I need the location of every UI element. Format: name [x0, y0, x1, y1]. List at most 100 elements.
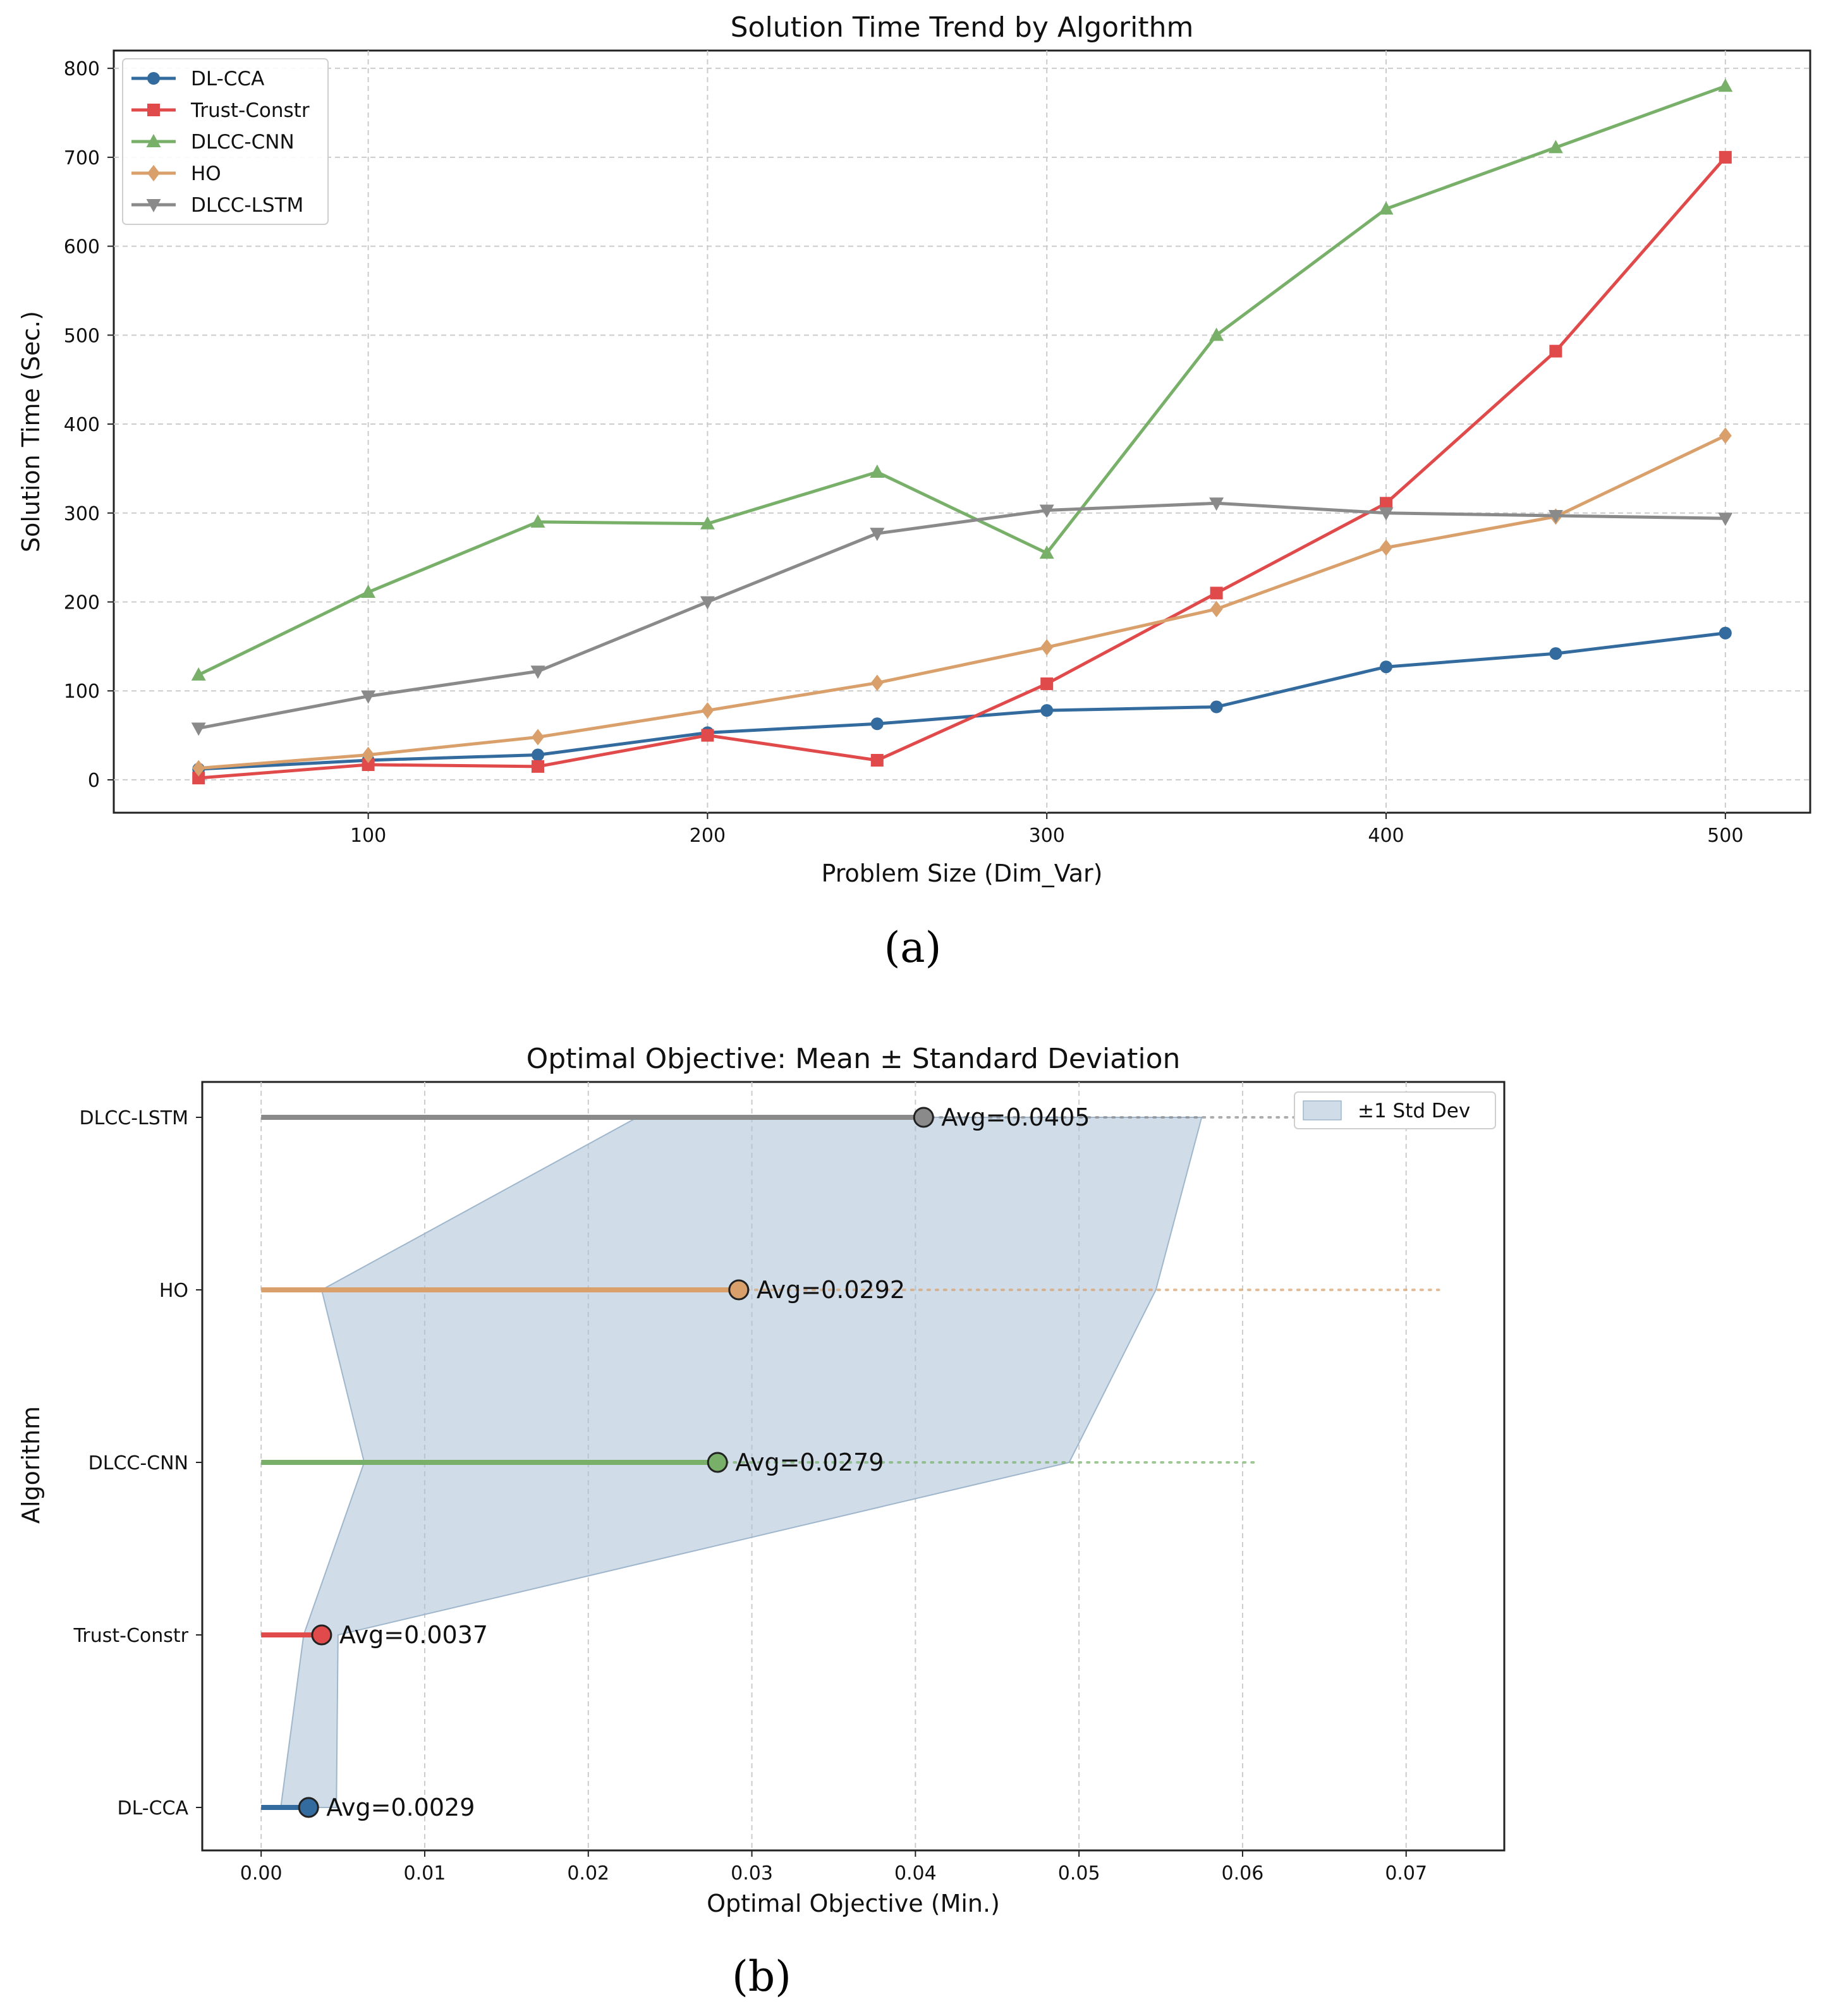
y-tick-label: 500	[64, 325, 100, 347]
data-point-ho	[1040, 639, 1054, 656]
legend-marker-ho	[147, 165, 160, 181]
chart-b: Avg=0.0029 Avg=0.0037 Avg=0.0279 Avg=0.0292…	[17, 1043, 1506, 2001]
x-tick-label: 100	[350, 825, 386, 847]
data-point-ho	[1380, 539, 1392, 556]
chart-b-title: Optimal Objective: Mean ± Standard Devia…	[526, 1043, 1181, 1075]
legend-marker-trust-constr	[147, 104, 160, 116]
chart-a-y-axis-label: Solution Time (Sec.)	[17, 311, 45, 552]
legend-frame	[122, 58, 329, 225]
mean-label-dl-cca: Avg=0.0029	[326, 1794, 475, 1821]
x-tick-label: 0.04	[894, 1862, 937, 1885]
data-point-trust-constr	[1549, 344, 1562, 358]
legend-frame	[1294, 1091, 1496, 1129]
chart-a: 100 200 300 400 500 0 100 200 300 400 500 600 700 800…	[17, 11, 1811, 972]
data-point-dlcc-lstm	[1718, 513, 1733, 526]
data-point-trust-constr	[701, 729, 714, 742]
data-point-dlcc-cnn	[1379, 201, 1394, 215]
data-point-dl-cca	[1719, 626, 1732, 640]
chart-b-ticks: 0.00 0.01 0.02 0.03 0.04 0.05 0.06 0.07 DL-CCA Tr…	[73, 1107, 1427, 1885]
legend-label-ho: HO	[191, 162, 221, 185]
caption-b: (b)	[732, 1952, 791, 2001]
data-point-ho	[701, 702, 714, 719]
legend-label-std-dev: ±1 Std Dev	[1358, 1100, 1470, 1122]
x-tick-label: 500	[1707, 825, 1743, 847]
data-point-trust-constr	[1380, 497, 1392, 510]
chart-a-legend: DL-CCA Trust-Constr DLCC-CNN HO DLCC-LSTM	[122, 58, 329, 225]
data-point-dlcc-lstm	[1379, 507, 1394, 521]
y-tick-label: 700	[64, 147, 100, 169]
caption-a: (a)	[884, 923, 942, 972]
y-tick-label: 400	[64, 414, 100, 436]
mean-label-ho: Avg=0.0292	[757, 1276, 905, 1304]
x-tick-label: 0.02	[567, 1862, 609, 1885]
mean-label-trust-constr: Avg=0.0037	[339, 1621, 488, 1649]
data-point-dlcc-lstm	[191, 722, 206, 736]
series-line-dl-cca	[198, 631, 1726, 771]
data-point-ho	[870, 674, 884, 691]
y-tick-label: DLCC-LSTM	[80, 1107, 189, 1129]
data-point-dlcc-lstm	[700, 596, 715, 610]
chart-a-title: Solution Time Trend by Algorithm	[731, 11, 1194, 44]
y-tick-label: Trust-Constr	[73, 1625, 188, 1647]
legend-label-trust-constr: Trust-Constr	[190, 99, 310, 122]
y-tick-label: 0	[88, 770, 100, 792]
y-tick-label: DL-CCA	[117, 1797, 188, 1819]
data-point-dlcc-lstm	[530, 665, 545, 679]
data-point-ho	[1210, 600, 1223, 617]
data-point-trust-constr	[1719, 150, 1732, 164]
x-tick-label: 0.01	[404, 1862, 446, 1885]
data-point-dlcc-cnn	[1039, 545, 1054, 559]
series-trust-constr: Avg=0.0037	[261, 1621, 488, 1649]
data-point-dl-cca	[1549, 647, 1562, 660]
mean-marker-dl-cca	[298, 1797, 319, 1818]
chart-a-series	[191, 78, 1733, 785]
x-tick-label: 0.06	[1222, 1862, 1264, 1885]
series-line-ho	[198, 434, 1726, 770]
data-point-dlcc-cnn	[1548, 140, 1563, 154]
y-tick-label: 100	[64, 681, 100, 703]
y-tick-label: 200	[64, 592, 100, 614]
series-dlcc-lstm	[191, 497, 1733, 736]
mean-label-dlcc-cnn: Avg=0.0279	[735, 1448, 884, 1476]
chart-a-x-axis-label: Problem Size (Dim_Var)	[822, 859, 1103, 887]
y-tick-label: 300	[64, 503, 100, 525]
y-tick-label: HO	[159, 1280, 188, 1302]
legend-label-dlcc-cnn: DLCC-CNN	[191, 131, 295, 154]
chart-b-legend: ±1 Std Dev	[1294, 1091, 1496, 1129]
data-point-dl-cca	[870, 717, 884, 731]
data-point-trust-constr	[362, 758, 375, 772]
data-point-ho	[532, 729, 544, 746]
series-ho: Avg=0.0292	[261, 1276, 1440, 1304]
data-point-dl-cca	[532, 748, 544, 762]
data-point-dlcc-lstm	[361, 690, 376, 704]
data-point-dl-cca	[1040, 704, 1054, 717]
y-tick-label: DLCC-CNN	[88, 1452, 188, 1474]
series-dlcc-cnn	[191, 78, 1733, 681]
data-point-dlcc-cnn	[361, 585, 376, 598]
data-point-dlcc-cnn	[1718, 78, 1733, 92]
mean-marker-trust-constr	[311, 1624, 332, 1646]
series-dlcc-cnn: Avg=0.0279	[261, 1448, 1260, 1476]
mean-marker-dlcc-lstm	[913, 1107, 934, 1128]
data-point-dl-cca	[1380, 660, 1392, 674]
y-tick-label: 800	[64, 58, 100, 80]
data-point-dlcc-cnn	[1209, 327, 1224, 341]
x-tick-label: 0.03	[731, 1862, 773, 1885]
mean-marker-ho	[728, 1279, 750, 1301]
data-point-trust-constr	[192, 772, 205, 785]
x-tick-label: 400	[1368, 825, 1404, 847]
data-point-ho	[192, 760, 205, 777]
data-point-ho	[1719, 427, 1732, 444]
chart-a-ticks: 100 200 300 400 500 0 100 200 300 400 500 600 700 800	[64, 58, 1744, 847]
data-point-dlcc-lstm	[1548, 509, 1563, 523]
chart-b-x-axis-label: Optimal Objective (Min.)	[707, 1890, 1000, 1917]
x-tick-label: 0.07	[1385, 1862, 1427, 1885]
x-tick-label: 0.05	[1058, 1862, 1100, 1885]
series-dlcc-lstm: Avg=0.0405	[261, 1103, 1301, 1131]
series-trust-constr	[192, 150, 1732, 785]
mean-label-dlcc-lstm: Avg=0.0405	[941, 1103, 1090, 1131]
x-tick-label: 300	[1029, 825, 1065, 847]
data-point-dlcc-cnn	[700, 516, 715, 530]
data-point-dlcc-lstm	[1039, 504, 1054, 518]
legend-marker-dl-cca	[147, 72, 160, 85]
